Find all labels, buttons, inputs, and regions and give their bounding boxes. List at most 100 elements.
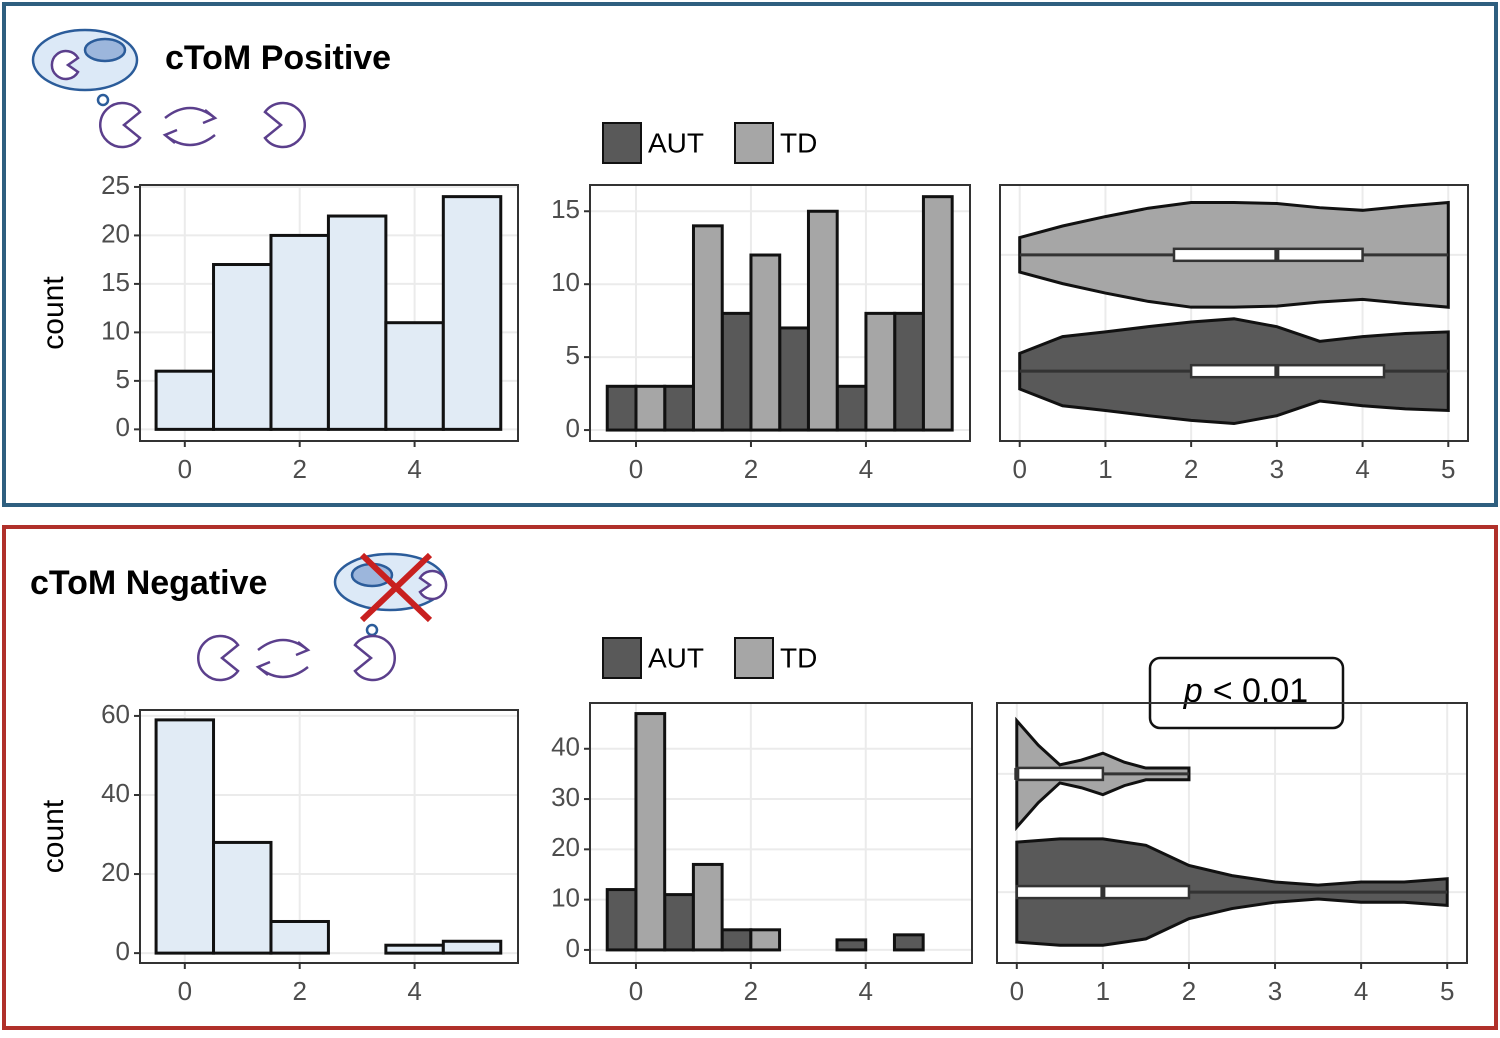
x-tick-label: 4 [407,976,421,1006]
x-tick-label: 1 [1096,976,1110,1006]
y-tick-label: 5 [116,364,130,394]
x-tick-label: 2 [292,454,306,484]
bar [806,209,839,432]
bar [835,938,868,952]
box [1172,247,1364,263]
y-tick-label: 10 [101,315,130,345]
x-tick-label: 2 [744,976,758,1006]
bar [691,862,724,952]
x-tick-label: 0 [178,976,192,1006]
bar [326,214,388,431]
y-tick-label: 0 [566,413,580,443]
bar [749,928,782,952]
y-tick-label: 40 [551,732,580,762]
icon [197,552,448,682]
y-tick-label: 60 [101,699,130,729]
bar [212,840,273,955]
bar [749,253,782,432]
bar [634,384,667,432]
icon [31,28,306,149]
bar [441,195,503,431]
x-tick-label: 0 [629,976,643,1006]
bar [154,718,216,955]
plot-border [999,184,1469,442]
x-tick-label: 5 [1441,454,1455,484]
y-tick-label: 0 [116,412,130,442]
plot-border [139,184,519,442]
annotation: p < 0.01 [1183,672,1308,710]
legend-label: TD [780,127,817,158]
panel-title: cToM Negative [30,564,267,602]
legend-label: TD [780,642,817,673]
x-tick-label: 2 [1182,976,1196,1006]
y-tick-label: 15 [551,194,580,224]
x-tick-label: 4 [859,454,873,484]
x-tick-label: 4 [858,976,872,1006]
bar [605,384,638,432]
plot-border [589,702,973,964]
bar [384,321,445,431]
legend-label: AUT [648,642,704,673]
annotation-italic: p [1183,672,1203,710]
x-tick-label: 3 [1268,976,1282,1006]
y-axis-title: count [37,799,70,873]
plot-border [589,184,971,442]
bar [663,384,695,432]
plot-border [139,709,519,964]
bar [269,919,330,955]
y-tick-label: 0 [116,936,130,966]
legend-swatch [602,637,642,679]
bar [269,233,330,431]
x-tick-label: 5 [1440,976,1454,1006]
bar [921,195,954,432]
box [1015,766,1105,782]
x-tick-label: 1 [1098,454,1112,484]
x-tick-label: 0 [1012,454,1026,484]
annotation-text: < 0.01 [1213,672,1308,710]
bar [634,712,667,952]
bar [605,888,638,952]
x-tick-label: 2 [744,454,758,484]
x-tick-label: 0 [629,454,643,484]
bar [720,928,753,952]
y-tick-label: 5 [566,340,580,370]
y-tick-label: 20 [101,857,130,887]
legend-label: AUT [648,127,704,158]
panel-border [2,525,1498,1030]
box [1189,363,1386,379]
bar [384,943,445,955]
y-tick-label: 25 [101,170,130,200]
x-tick-label: 4 [407,454,421,484]
bar [892,933,925,952]
y-tick-label: 0 [566,933,580,963]
bar [212,263,273,431]
plot-border [996,702,1468,964]
annotation-box [1148,656,1345,730]
x-tick-label: 2 [292,976,306,1006]
y-tick-label: 30 [551,782,580,812]
bar [441,939,503,955]
y-tick-label: 15 [101,267,130,297]
y-tick-label: 10 [551,883,580,913]
y-tick-label: 20 [101,218,130,248]
x-tick-label: 0 [1010,976,1024,1006]
x-tick-label: 4 [1355,454,1369,484]
panel-border [2,2,1498,507]
y-tick-label: 40 [101,778,130,808]
x-tick-label: 0 [178,454,192,484]
bar [663,893,695,952]
legend-swatch [734,637,774,679]
x-tick-label: 2 [1184,454,1198,484]
bar [835,384,868,432]
y-tick-label: 10 [551,267,580,297]
bar [864,311,897,432]
legend-swatch [602,122,642,164]
bar [691,224,724,432]
bar [720,311,753,432]
x-tick-label: 4 [1354,976,1368,1006]
bar [154,369,216,431]
x-tick-label: 3 [1270,454,1284,484]
panel-title: cToM Positive [165,39,391,77]
y-axis-title: count [37,276,70,350]
